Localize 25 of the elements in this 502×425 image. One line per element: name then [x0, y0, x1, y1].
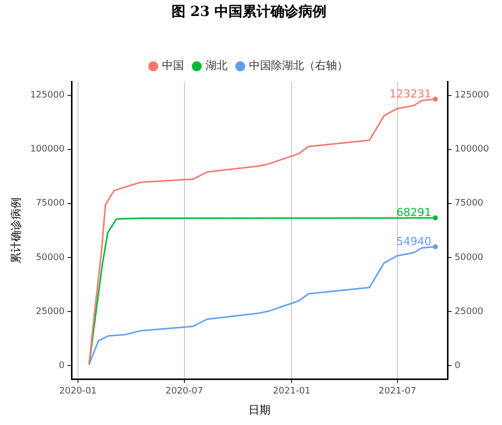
y2-tick-label: 25000 — [454, 306, 484, 317]
chart-title: 图 23 中国累计确诊病例 — [171, 3, 327, 20]
data-label: 123231 — [389, 87, 432, 100]
y-tick-label: 0 — [58, 360, 65, 371]
data-label: 54940 — [396, 235, 432, 248]
y2-tick-label: 50000 — [454, 252, 484, 263]
legend-label: 湖北 — [205, 59, 228, 72]
y-tick-label: 75000 — [36, 198, 65, 209]
y-tick-label: 50000 — [36, 252, 65, 263]
x-tick-label: 2021-01 — [272, 386, 311, 397]
y2-tick-label: 75000 — [454, 198, 484, 209]
x-axis-title: 日期 — [248, 403, 271, 416]
data-label: 68291 — [396, 206, 432, 220]
y2-tick-label: 125000 — [454, 90, 490, 101]
x-tick-label: 2020-01 — [59, 386, 97, 397]
y2-tick-label: 100000 — [454, 144, 490, 155]
y-tick-label: 100000 — [30, 144, 65, 155]
y-axis-title: 累计确诊病例 — [9, 197, 22, 264]
x-tick-label: 2020-07 — [165, 386, 204, 397]
y-tick-label: 25000 — [36, 306, 65, 317]
legend-label: 中国除湖北（右轴） — [248, 59, 348, 72]
x-tick-label: 2021-07 — [378, 386, 416, 397]
legend-label: 中国 — [162, 59, 184, 72]
y-tick-label: 125000 — [30, 90, 65, 101]
y2-tick-label: 0 — [454, 360, 461, 371]
